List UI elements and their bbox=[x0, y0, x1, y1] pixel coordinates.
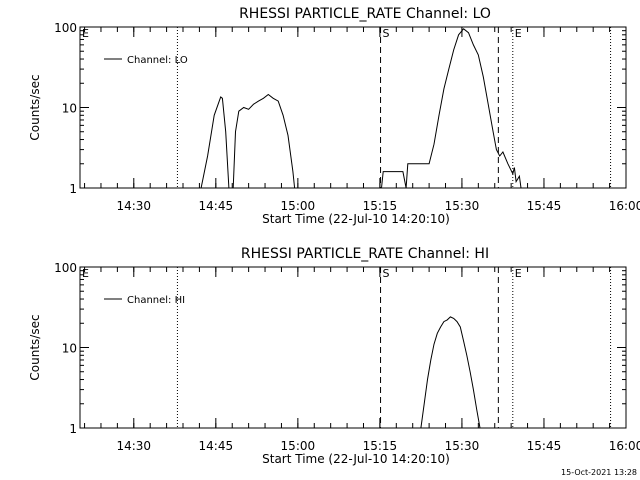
x-axis-label: Start Time (22-Jul-10 14:20:10) bbox=[262, 452, 450, 466]
data-series-line bbox=[232, 93, 296, 189]
y-axis-label: Counts/sec bbox=[28, 314, 42, 380]
event-marker-label: E bbox=[515, 27, 522, 40]
event-marker-label: S bbox=[383, 267, 390, 280]
chart-hi-channel: RHESSI PARTICLE_RATE Channel: HI 1 10 100 Co… bbox=[28, 246, 640, 466]
x-tick-label: 15:45 bbox=[527, 199, 562, 213]
footer-timestamp: 15-Oct-2021 13:28 bbox=[561, 468, 637, 477]
x-tick-label: 15:30 bbox=[445, 439, 480, 453]
x-tick-label: 15:00 bbox=[281, 439, 316, 453]
x-tick-label: 16:00 bbox=[609, 439, 640, 453]
y-tick-label: 100 bbox=[54, 261, 77, 275]
chart-lo-channel: RHESSI PARTICLE_RATE Channel: LO 1 10 100 Co… bbox=[28, 6, 640, 226]
data-series-line bbox=[420, 316, 481, 429]
data-series-line bbox=[200, 96, 230, 189]
legend-label: Channel: HI bbox=[127, 295, 185, 306]
event-marker-label: E bbox=[82, 267, 89, 280]
x-tick-label: 15:30 bbox=[445, 199, 480, 213]
legend: Channel: HI bbox=[104, 295, 185, 306]
event-marker-label: E bbox=[82, 27, 89, 40]
y-tick-label: 1 bbox=[69, 422, 77, 436]
legend: Channel: LO bbox=[104, 55, 188, 66]
x-tick-label: 14:45 bbox=[199, 199, 234, 213]
x-tick-label: 15:45 bbox=[527, 439, 562, 453]
x-tick-label: 15:00 bbox=[281, 199, 316, 213]
x-tick-label: 14:30 bbox=[116, 439, 151, 453]
x-tick-label: 15:15 bbox=[363, 199, 398, 213]
x-axis-label: Start Time (22-Jul-10 14:20:10) bbox=[262, 212, 450, 226]
x-tick-label: 14:30 bbox=[116, 199, 151, 213]
legend-label: Channel: LO bbox=[127, 55, 188, 66]
y-axis-label: Counts/sec bbox=[28, 74, 42, 140]
x-tick-label: 15:15 bbox=[363, 439, 398, 453]
event-marker-label: S bbox=[383, 27, 390, 40]
event-marker-label: E bbox=[515, 267, 522, 280]
y-tick-label: 100 bbox=[54, 21, 77, 35]
data-series-line bbox=[381, 28, 525, 189]
chart-title: RHESSI PARTICLE_RATE Channel: LO bbox=[239, 6, 491, 22]
x-tick-label: 16:00 bbox=[609, 199, 640, 213]
y-tick-label: 10 bbox=[62, 342, 77, 356]
y-tick-label: 10 bbox=[62, 102, 77, 116]
x-tick-label: 14:45 bbox=[199, 439, 234, 453]
chart-title: RHESSI PARTICLE_RATE Channel: HI bbox=[241, 246, 489, 262]
y-tick-label: 1 bbox=[69, 182, 77, 196]
